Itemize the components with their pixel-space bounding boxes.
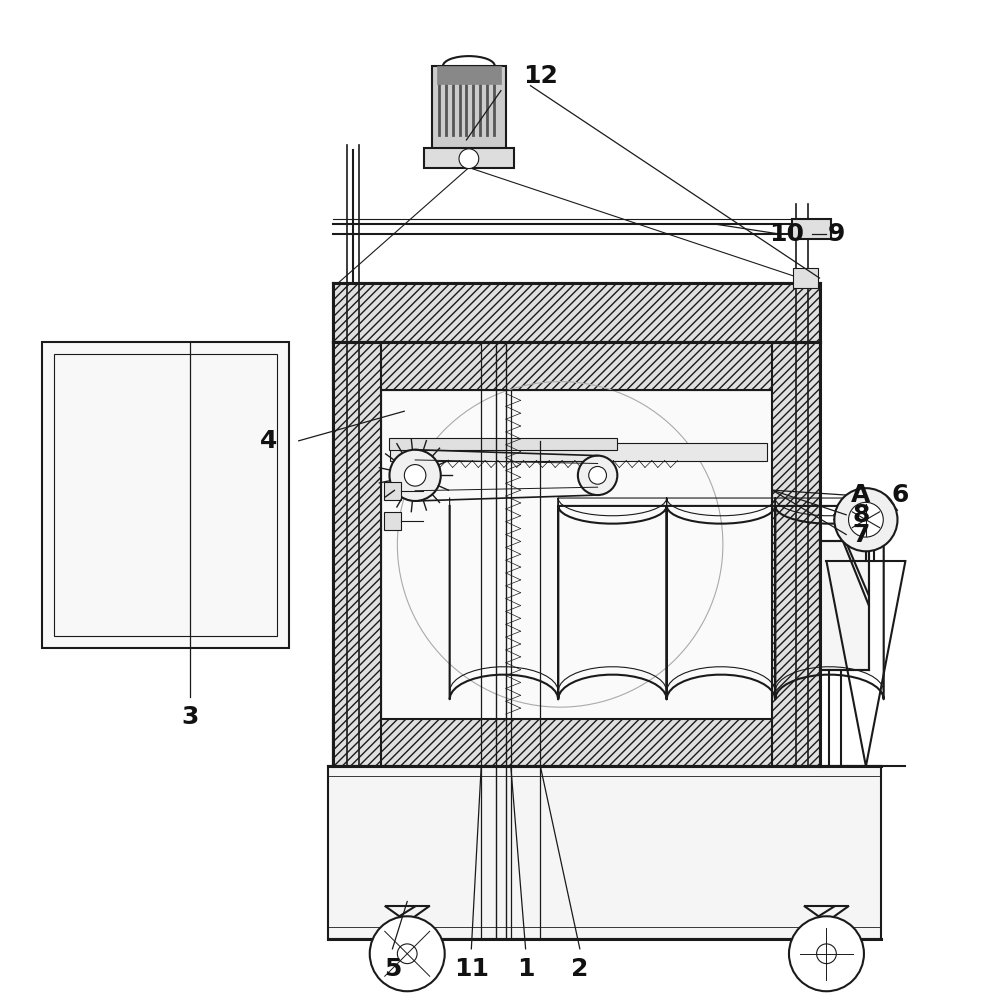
Text: 3: 3 xyxy=(182,705,198,729)
Circle shape xyxy=(789,916,864,991)
Bar xyxy=(328,766,881,939)
Bar xyxy=(793,268,817,288)
Text: 4: 4 xyxy=(261,429,278,453)
Text: 11: 11 xyxy=(453,957,489,981)
Circle shape xyxy=(459,149,479,169)
Text: 7: 7 xyxy=(852,523,870,547)
Bar xyxy=(819,541,869,670)
Circle shape xyxy=(834,488,898,551)
Text: 1: 1 xyxy=(517,957,535,981)
Text: 12: 12 xyxy=(523,64,558,88)
Text: 8: 8 xyxy=(852,503,870,527)
Bar xyxy=(424,148,514,168)
Text: 2: 2 xyxy=(571,957,588,981)
Text: 10: 10 xyxy=(770,222,805,246)
Circle shape xyxy=(848,502,883,537)
Circle shape xyxy=(370,916,444,991)
Bar xyxy=(333,719,819,766)
Text: A: A xyxy=(851,483,871,507)
Text: 6: 6 xyxy=(892,483,909,507)
Bar xyxy=(333,283,819,342)
Circle shape xyxy=(390,450,440,501)
Circle shape xyxy=(578,456,617,495)
Bar xyxy=(436,66,501,84)
Text: 5: 5 xyxy=(384,957,401,981)
Bar xyxy=(384,512,402,530)
Bar xyxy=(55,354,277,636)
Bar xyxy=(333,342,381,766)
Circle shape xyxy=(405,465,426,486)
Bar xyxy=(390,438,617,450)
Bar xyxy=(391,443,767,461)
Bar xyxy=(384,482,402,500)
Bar xyxy=(432,66,506,150)
Circle shape xyxy=(816,944,836,964)
Bar xyxy=(792,219,831,239)
Bar xyxy=(381,390,772,719)
Bar xyxy=(333,342,819,390)
Bar xyxy=(43,342,289,648)
Text: 9: 9 xyxy=(827,222,845,246)
Bar xyxy=(772,342,819,766)
Circle shape xyxy=(588,466,606,484)
Circle shape xyxy=(398,944,417,964)
